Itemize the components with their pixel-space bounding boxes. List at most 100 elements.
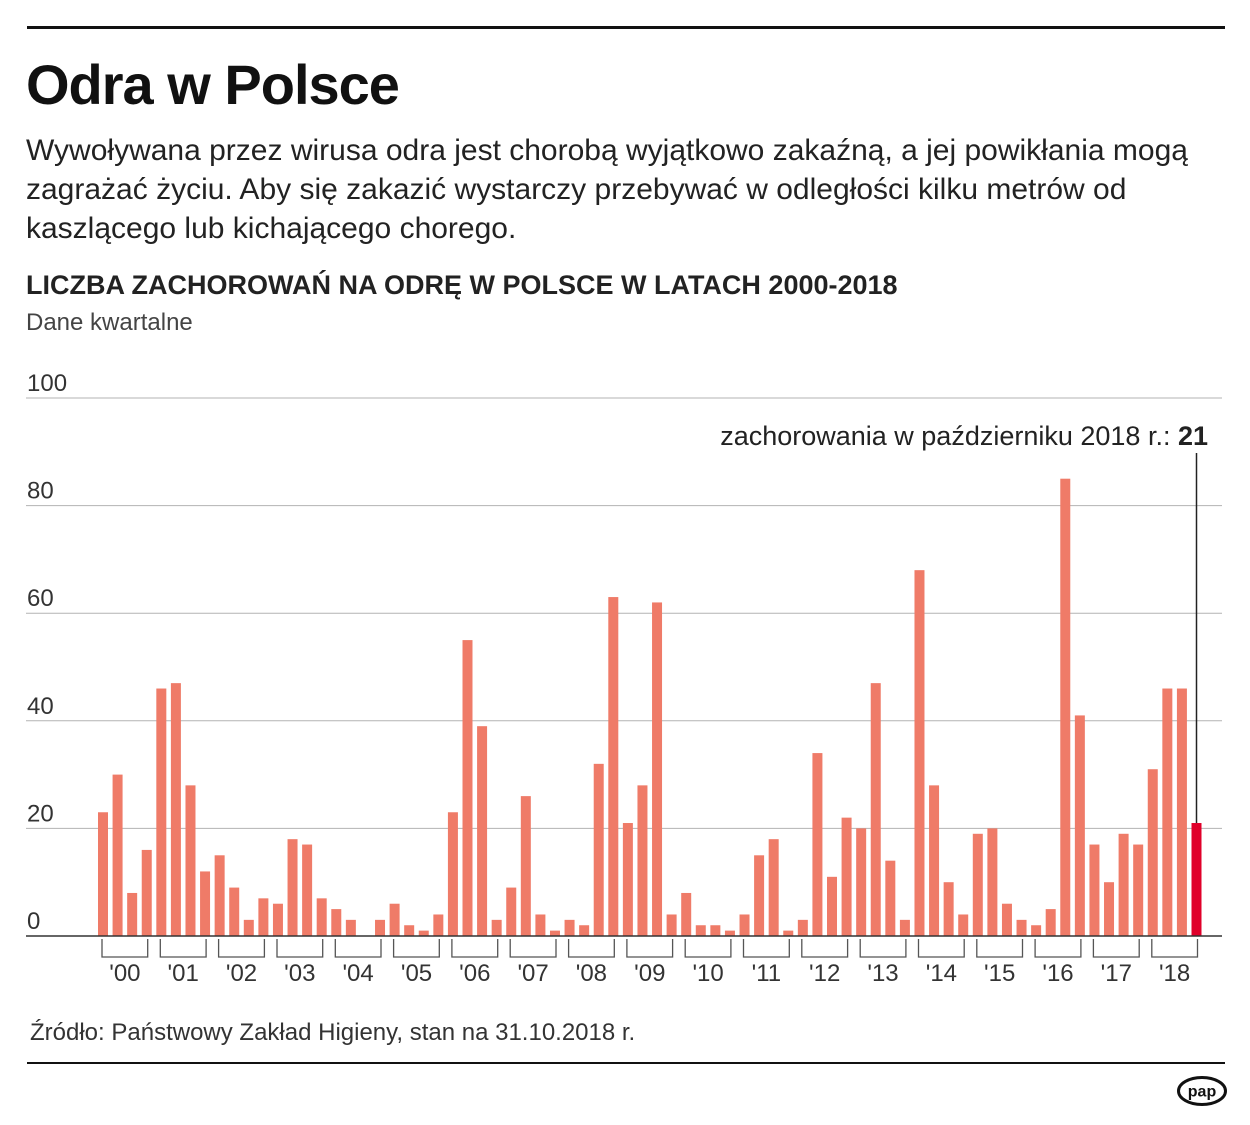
year-bracket (334, 939, 382, 958)
x-tick-label: '17 (1101, 960, 1132, 987)
bar (272, 903, 283, 936)
year-bracket (1092, 939, 1140, 958)
bar (1104, 882, 1115, 936)
bar (652, 602, 663, 936)
y-tick-label: 0 (27, 908, 40, 935)
bar (520, 796, 531, 936)
bar (214, 855, 225, 936)
bar (768, 839, 779, 936)
bar (870, 683, 881, 936)
bar (141, 849, 152, 936)
bar (972, 833, 983, 936)
bar (987, 828, 998, 936)
x-tick-label: '11 (752, 960, 782, 987)
x-tick-label: '00 (109, 960, 140, 987)
bar (929, 785, 940, 936)
description: Wywoływana przez wirusa odra jest chorob… (26, 134, 1188, 245)
bar (170, 683, 181, 936)
bar (783, 930, 794, 936)
bar (695, 925, 706, 936)
year-bracket (626, 939, 674, 958)
chart-title: LICZBA ZACHOROWAŃ NA ODRĘ W POLSCE W LAT… (26, 270, 898, 300)
bar (156, 688, 167, 936)
x-tick-label: '02 (226, 960, 257, 987)
logo-text: pap (1188, 1084, 1217, 1101)
bar (1045, 909, 1056, 936)
bar (302, 844, 313, 936)
bottom-rule (27, 1062, 1225, 1064)
x-tick-label: '04 (342, 960, 373, 987)
x-tick-label: '05 (401, 960, 432, 987)
bar (885, 860, 896, 936)
year-bracket (217, 939, 266, 958)
bar (491, 919, 502, 936)
bar (404, 925, 415, 936)
year-bracket (509, 939, 557, 958)
bar (258, 898, 269, 936)
year-bracket (276, 939, 324, 958)
bar (1162, 688, 1173, 936)
bar (1016, 919, 1027, 936)
source-note: Źródło: Państwowy Zakład Higieny, stan n… (30, 1019, 636, 1046)
bar (724, 930, 735, 936)
bar (287, 839, 298, 936)
bar (579, 925, 590, 936)
bar-chart: 0 20 40 60 80 100 '00 '01 '02 '03 '04 '05 '06 '07 '08… (26, 370, 1222, 987)
x-tick-label: '03 (284, 960, 315, 987)
bar (1074, 715, 1085, 936)
bar (418, 930, 429, 936)
top-rule (27, 26, 1225, 29)
year-bracket (159, 939, 207, 958)
x-tick-label: '09 (634, 960, 665, 987)
year-bracket (742, 939, 790, 958)
bar (535, 914, 546, 936)
year-bracket (976, 939, 1024, 958)
x-tick-label: '12 (809, 960, 840, 987)
y-tick-label: 80 (27, 478, 54, 505)
bar (666, 914, 677, 936)
bar (229, 887, 240, 936)
x-tick-label: '06 (459, 960, 490, 987)
bar (243, 919, 254, 936)
bar (856, 828, 867, 936)
bar (1089, 844, 1100, 936)
bar (98, 812, 108, 936)
bar (200, 871, 211, 936)
year-bracket (684, 939, 732, 958)
chart-subtitle: Dane kwartalne (26, 309, 193, 336)
pap-logo: pap (1177, 1076, 1227, 1106)
year-bracket (801, 939, 849, 958)
y-tick-label: 20 (27, 800, 54, 827)
bar (899, 919, 910, 936)
bar (754, 855, 765, 936)
bar (943, 882, 954, 936)
bar (914, 570, 925, 936)
bar (549, 930, 560, 936)
x-tick-label: '01 (168, 960, 199, 987)
bar (477, 726, 488, 936)
x-tick-label: '07 (517, 960, 548, 987)
x-tick-label: '13 (867, 960, 898, 987)
year-bracket (1151, 939, 1199, 958)
bar (185, 785, 196, 936)
year-bracket (1034, 939, 1082, 958)
bar (739, 914, 750, 936)
year-bracket (917, 939, 965, 958)
bar (958, 914, 969, 936)
bar (1176, 688, 1187, 936)
bar (797, 919, 808, 936)
annotation-value: 21 (1178, 421, 1208, 451)
page-title: Odra w Polsce (26, 53, 400, 116)
annotation-text: zachorowania w październiku 2018 r.: (720, 421, 1178, 451)
bar (433, 914, 444, 936)
y-tick-label: 60 (27, 585, 54, 612)
bar (622, 823, 633, 936)
bar (1118, 833, 1129, 936)
bar (506, 887, 517, 936)
x-tick-label: '08 (576, 960, 607, 987)
bar (1133, 844, 1144, 936)
bar (1031, 925, 1042, 936)
bar (841, 817, 852, 936)
bar (389, 903, 400, 936)
bar (564, 919, 575, 936)
